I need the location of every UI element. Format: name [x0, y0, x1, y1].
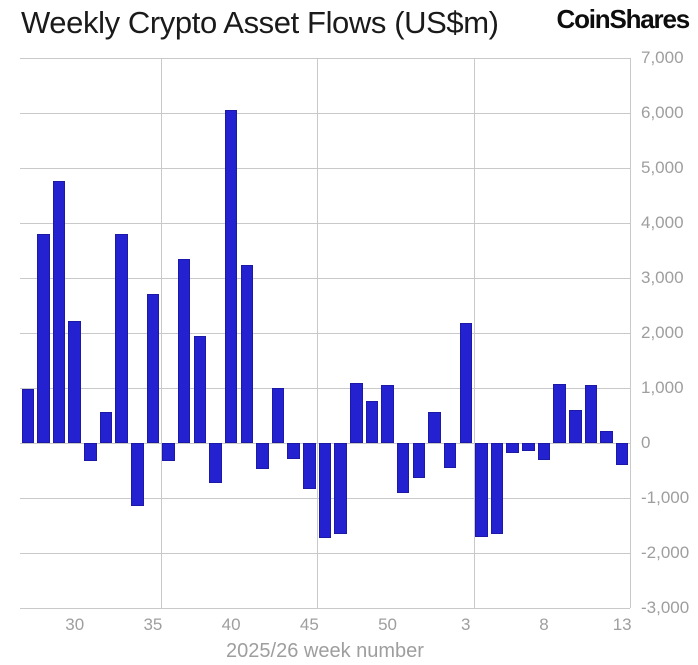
h-gridline	[20, 168, 630, 169]
bar-week-28	[37, 234, 50, 443]
bar-week-43	[271, 388, 285, 443]
v-gridline	[473, 58, 475, 608]
bar-week-10	[569, 410, 582, 443]
h-gridline	[20, 333, 630, 334]
y-axis-label: -1,000	[641, 488, 690, 507]
bar-week-9	[553, 384, 566, 443]
bar-week-51	[396, 443, 410, 493]
h-gridline	[20, 223, 630, 224]
bar-week-40	[224, 110, 238, 443]
x-axis-tick-label: 30	[65, 615, 85, 634]
bar-week-7	[522, 443, 535, 452]
y-axis-label: -2,000	[641, 543, 690, 562]
plot-area	[20, 58, 631, 609]
bar-week-48	[350, 383, 363, 443]
h-gridline	[20, 278, 630, 279]
v-gridline	[160, 58, 162, 608]
y-axis-label: 0	[641, 433, 651, 452]
bar-week-41	[240, 264, 254, 443]
bar-week-13	[615, 443, 629, 465]
y-axis-label: 2,000	[641, 323, 684, 342]
y-axis-label: 1,000	[641, 378, 684, 397]
coinshares-logo: CoinShares	[556, 4, 691, 34]
bar-week-42	[256, 443, 269, 469]
x-axis-title: 2025/26 week number	[226, 640, 424, 662]
x-axis-tick-label: 50	[378, 615, 398, 634]
chart-title: Weekly Crypto Asset Flows (US$m)	[21, 5, 499, 40]
bar-week-38	[193, 336, 207, 443]
bar-week-32	[99, 411, 113, 443]
bar-week-31	[84, 443, 97, 461]
x-axis-tick-label: 35	[143, 615, 163, 634]
bar-week-37	[177, 258, 191, 443]
bar-week-46	[318, 443, 332, 539]
bar-week-35	[146, 293, 160, 443]
bar-week-33	[115, 234, 128, 443]
x-axis-tick-label: 40	[221, 615, 241, 634]
bar-week-52	[412, 443, 426, 479]
h-gridline	[20, 113, 630, 114]
bar-week-34	[131, 443, 144, 506]
bar-week-5	[490, 443, 504, 535]
x-axis-tick-label: 3	[461, 615, 471, 634]
h-gridline	[20, 608, 630, 609]
y-axis-label: -3,000	[641, 598, 690, 617]
bar-week-11	[584, 384, 598, 443]
bar-week-12	[600, 431, 613, 443]
bar-week-47	[334, 443, 347, 535]
h-gridline	[20, 553, 630, 554]
h-gridline	[20, 388, 630, 389]
bar-week-4	[475, 443, 488, 537]
bar-week-1	[428, 411, 441, 443]
bar-week-30	[68, 321, 81, 443]
y-axis-label: 5,000	[641, 158, 684, 177]
bar-week-29	[52, 181, 66, 443]
bar-week-44	[287, 443, 300, 459]
y-axis-label: 4,000	[641, 213, 684, 232]
bar-week-27	[21, 389, 35, 443]
x-axis-tick-label: 13	[612, 615, 632, 634]
bar-week-3	[459, 322, 472, 443]
v-gridline	[317, 58, 319, 608]
bar-week-36	[162, 443, 175, 462]
bar-week-49	[365, 400, 379, 443]
y-axis-label: 6,000	[641, 103, 684, 122]
y-axis-label: 3,000	[641, 268, 684, 287]
bar-week-45	[303, 443, 316, 490]
bar-week-8	[537, 443, 551, 461]
bar-week-6	[506, 443, 519, 453]
y-axis-label: 7,000	[641, 48, 684, 67]
bar-week-2	[443, 443, 457, 468]
h-gridline	[20, 58, 630, 59]
bar-week-39	[209, 443, 222, 483]
x-axis-tick-label: 45	[299, 615, 319, 634]
x-axis-tick-label: 8	[539, 615, 549, 634]
bar-week-50	[381, 384, 394, 443]
